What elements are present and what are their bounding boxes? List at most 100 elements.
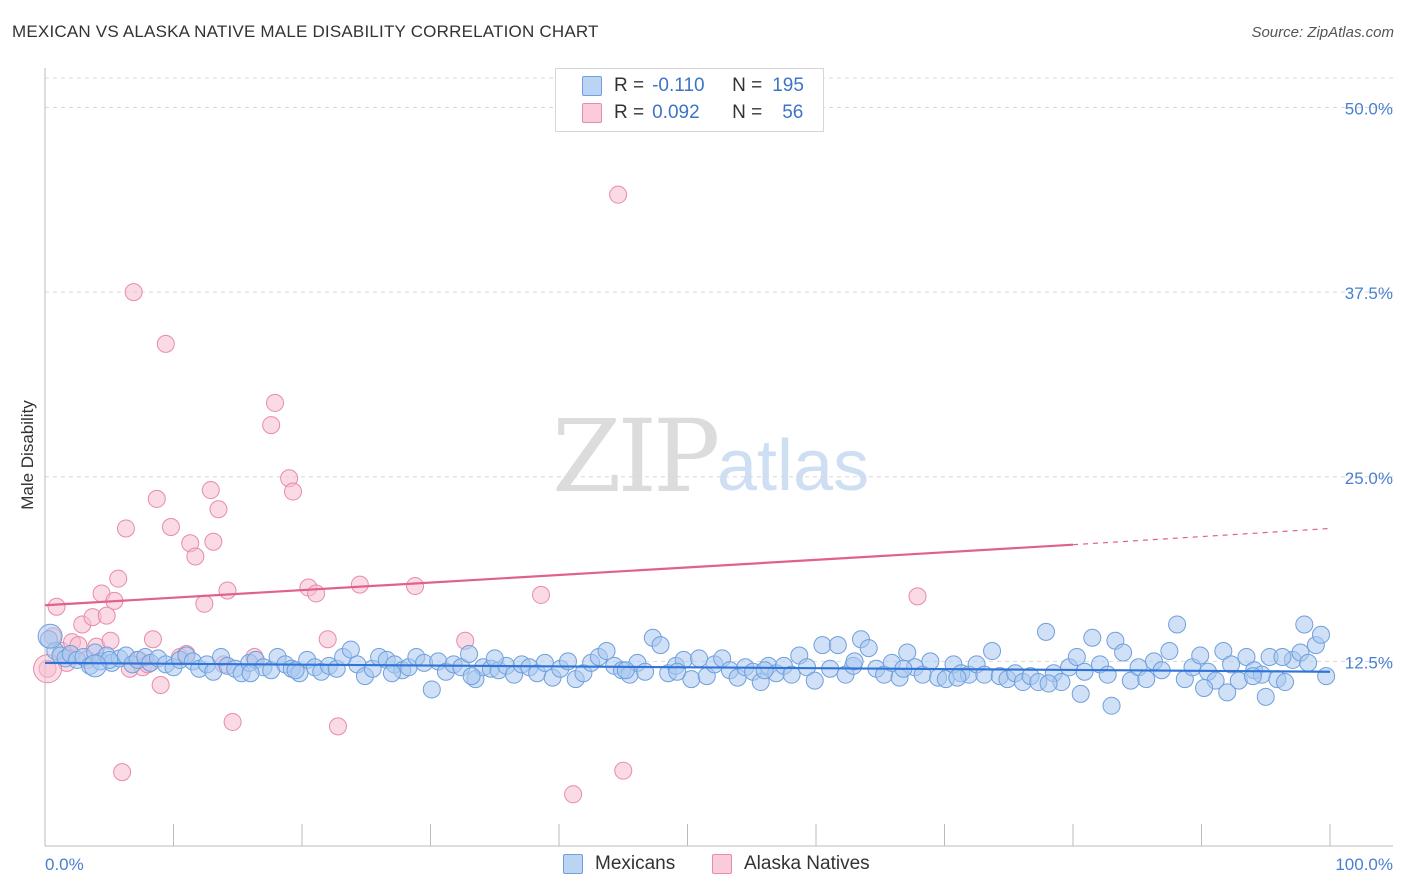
mexicans-point (1160, 642, 1179, 661)
alaska-natives-point (328, 717, 347, 736)
mexicans-point (382, 664, 401, 683)
mexicans-point (1102, 696, 1121, 715)
alaska-natives-point (406, 577, 425, 596)
alaska-natives-point (307, 584, 326, 603)
correlation-legend: R = -0.110 N = 195 R = 0.092 N = 56 (555, 68, 824, 132)
alaska-natives-points (33, 185, 927, 804)
bottom-legend-label-mexicans: Mexicans (595, 853, 676, 874)
alaska-natives-point (350, 575, 369, 594)
alaska-natives-point (109, 569, 128, 588)
legend-n-value: 56 (782, 102, 804, 123)
mexicans-point (1312, 625, 1331, 644)
mexicans-point (859, 639, 878, 658)
alaska-natives-point (47, 597, 66, 616)
alaska-natives-point (186, 547, 205, 566)
mexicans-point (1218, 683, 1237, 702)
mexicans-point (241, 664, 260, 683)
mexicans-point (1195, 678, 1214, 697)
mexicans-point (1214, 642, 1233, 661)
alaska-natives-point (284, 482, 303, 501)
legend-n-label: N = (732, 75, 763, 96)
y-tick-label: 12.5% (1345, 653, 1393, 672)
legend-swatch-blue (582, 76, 602, 96)
mexicans-point (813, 636, 832, 655)
mexicans-point (1071, 684, 1090, 703)
alaska-natives-point (101, 631, 120, 650)
source-label: Source: ZipAtlas.com (1251, 24, 1394, 41)
alaska-natives-point (318, 630, 337, 649)
mexicans-point (651, 636, 670, 655)
legend-row-alaska-natives: R = 0.092 N = 56 (582, 100, 803, 126)
watermark-atlas: atlas (717, 426, 870, 506)
mexicans-point (37, 623, 63, 649)
alaska-natives-point (223, 712, 242, 731)
bottom-legend-mexicans: Mexicans (563, 851, 675, 877)
mexicans-point (597, 642, 616, 661)
mexicans-point (1256, 687, 1275, 706)
gridlines (45, 77, 1393, 662)
alaska-natives-point (564, 785, 583, 804)
legend-r-label: R = (614, 75, 645, 96)
y-tick-label: 25.0% (1345, 469, 1393, 488)
mexicans-point (921, 652, 940, 671)
bottom-legend-swatch-blue (563, 854, 583, 874)
mexicans-point (1083, 628, 1102, 647)
mexicans-point (83, 654, 107, 678)
alaska-natives-point (113, 763, 132, 782)
bottom-legend-swatch-pink (712, 854, 732, 874)
alaska-natives-point (266, 393, 285, 412)
mexicans-point (1067, 647, 1086, 666)
axes (44, 68, 1393, 847)
mexicans-point (1075, 662, 1094, 681)
mexicans-point (1222, 655, 1241, 674)
mexicans-point (485, 649, 504, 668)
mexicans-point (460, 645, 479, 663)
mexicans-point (422, 680, 441, 699)
bottom-legend-alaska-natives: Alaska Natives (712, 851, 870, 877)
mexicans-point (1037, 622, 1056, 641)
mexicans-point (1276, 673, 1295, 692)
alaska-natives-point (161, 517, 180, 536)
alaska-natives-point (147, 489, 166, 508)
mexicans-point (636, 662, 655, 681)
alaska-natives-point (156, 334, 175, 353)
trend-lines (44, 527, 1331, 673)
mexicans-point (782, 665, 801, 684)
alaska-natives-point (195, 594, 214, 613)
alaska-natives-point (209, 500, 228, 519)
alaska-natives-point (908, 587, 927, 606)
mexicans-point (1168, 615, 1187, 634)
alaska-natives-point (609, 185, 628, 204)
mexicans-point (690, 649, 709, 668)
y-tick-label: 37.5% (1345, 284, 1393, 303)
legend-r-label: R = (614, 102, 645, 123)
chart-title: MEXICAN VS ALASKA NATIVE MALE DISABILITY… (12, 22, 599, 41)
legend-swatch-pink (582, 103, 602, 123)
alaska-natives-point (218, 581, 237, 600)
y-tick-label: 50.0% (1345, 100, 1393, 119)
alaska-natives-point (614, 761, 633, 780)
mexicans-point (805, 671, 824, 690)
mexicans-point (668, 662, 687, 681)
mexicans-point (616, 661, 635, 680)
alaska-natives-point (143, 630, 162, 649)
mexicans-point (983, 642, 1002, 661)
mexicans-point (828, 636, 847, 655)
watermark-zip: ZIP (552, 398, 720, 515)
mexicans-trend-line (44, 661, 1331, 673)
mexicans-point (1098, 665, 1117, 684)
alaska-natives-point (262, 416, 281, 435)
alaska-natives-point (201, 481, 220, 500)
legend-r-value: 0.092 (652, 102, 700, 123)
alaska-natives-trend-line (44, 543, 1074, 607)
mexicans-point (462, 667, 481, 686)
legend-n-value: 195 (772, 75, 804, 96)
alaska-natives-trend-extension (1072, 527, 1331, 546)
x-tick-label: 100.0% (1335, 855, 1393, 874)
mexicans-point (1191, 646, 1210, 665)
mexicans-point (286, 661, 305, 680)
alaska-natives-point (124, 283, 143, 302)
legend-n-label: N = (732, 102, 763, 123)
legend-row-mexicans: R = -0.110 N = 195 (582, 73, 804, 99)
mexicans-point (1114, 643, 1133, 662)
